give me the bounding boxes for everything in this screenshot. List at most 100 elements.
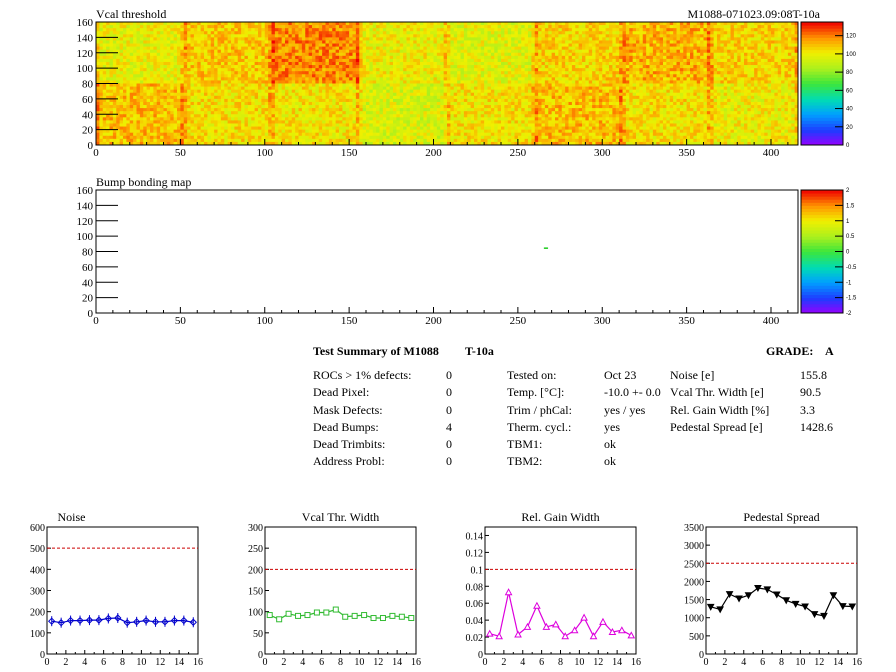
heat-cell [733, 92, 738, 97]
heat-cell [605, 58, 610, 63]
heat-cell [345, 89, 350, 94]
heat-cell [244, 83, 249, 87]
heat-cell [173, 49, 178, 54]
heat-cell [420, 52, 424, 57]
heat-cell [423, 25, 428, 29]
heat-cell [430, 49, 434, 54]
heat-cell [281, 52, 286, 57]
heat-cell [285, 89, 289, 94]
heat-cell [514, 89, 519, 94]
heat-cell [474, 58, 478, 63]
heat-cell [652, 71, 657, 75]
heat-cell [511, 92, 515, 97]
heat-cell [663, 31, 667, 35]
heat-cell [409, 80, 414, 84]
heat-cell [760, 22, 765, 26]
heat-cell [463, 25, 468, 29]
heat-cell [663, 58, 667, 63]
heat-cell [177, 25, 181, 29]
heat-cell [301, 37, 306, 41]
heat-cell [153, 55, 158, 60]
heat-cell [733, 74, 738, 78]
heat-cell [227, 71, 232, 75]
heat-cell [659, 37, 664, 41]
heat-cell [322, 65, 326, 69]
heat-cell [366, 68, 370, 72]
heat-cell [369, 25, 374, 29]
heat-cell [565, 61, 569, 66]
heat-cell [217, 37, 222, 41]
heat-cell [349, 92, 353, 97]
heat-cell [426, 83, 431, 87]
heat-cell [322, 46, 326, 51]
heat-cell [335, 71, 340, 75]
heat-cell [139, 43, 144, 48]
heat-cell [713, 43, 718, 48]
heat-cell [312, 61, 316, 66]
heat-cell [423, 28, 428, 32]
heat-cell [436, 40, 441, 44]
heat-cell [497, 65, 502, 69]
heat-cell [760, 89, 765, 94]
heat-cell [602, 34, 607, 38]
heat-cell [524, 68, 529, 72]
heat-cell [160, 52, 164, 57]
heat-cell [639, 55, 644, 60]
heat-cell [224, 22, 229, 26]
heat-cell [517, 55, 522, 60]
heat-cell [794, 77, 799, 81]
heat-cell [585, 58, 590, 63]
heat-cell [656, 65, 661, 69]
heat-cell [578, 22, 583, 26]
heat-cell [713, 25, 718, 29]
heat-cell [636, 68, 640, 72]
heat-cell [652, 37, 657, 41]
heat-cell [447, 80, 451, 84]
heat-cell [366, 65, 370, 69]
heat-cell [332, 37, 337, 41]
heat-cell [247, 65, 252, 69]
heat-cell [457, 92, 461, 97]
heat-cell [744, 89, 748, 94]
heat-cell [116, 31, 121, 35]
heat-cell [96, 89, 100, 94]
heat-cell [497, 83, 502, 87]
heat-cell [332, 61, 337, 66]
heat-cell [700, 61, 704, 66]
heat-cell [308, 80, 313, 84]
heat-cell [116, 58, 121, 63]
heat-cell [177, 55, 181, 60]
heat-cell [555, 28, 559, 32]
heat-cell [177, 65, 181, 69]
heat-cell [146, 68, 151, 72]
heat-cell [312, 46, 316, 51]
heat-cell [123, 49, 127, 54]
heat-cell [598, 40, 603, 44]
heat-cell [639, 92, 644, 97]
heat-cell [534, 74, 539, 78]
heat-cell [723, 77, 728, 81]
heat-cell [335, 83, 340, 87]
heat-cell [511, 43, 515, 48]
heat-cell [575, 71, 580, 75]
heat-cell [440, 31, 445, 35]
heat-cell [116, 68, 121, 72]
heat-cell [376, 89, 380, 94]
heat-cell [490, 49, 495, 54]
heat-cell [713, 61, 718, 66]
heat-cell [382, 92, 387, 97]
heat-cell [187, 71, 191, 75]
heat-cell [717, 80, 721, 84]
heat-cell [376, 77, 380, 81]
heat-cell [737, 25, 742, 29]
heat-cell [234, 37, 239, 41]
heat-cell [237, 74, 242, 78]
heat-cell [335, 80, 340, 84]
heat-cell [163, 58, 168, 63]
heat-cell [528, 40, 532, 44]
heat-cell [700, 46, 704, 51]
heat-cell [615, 31, 620, 35]
heat-cell [433, 55, 438, 60]
heat-cell [771, 65, 775, 69]
heat-cell [332, 71, 337, 75]
